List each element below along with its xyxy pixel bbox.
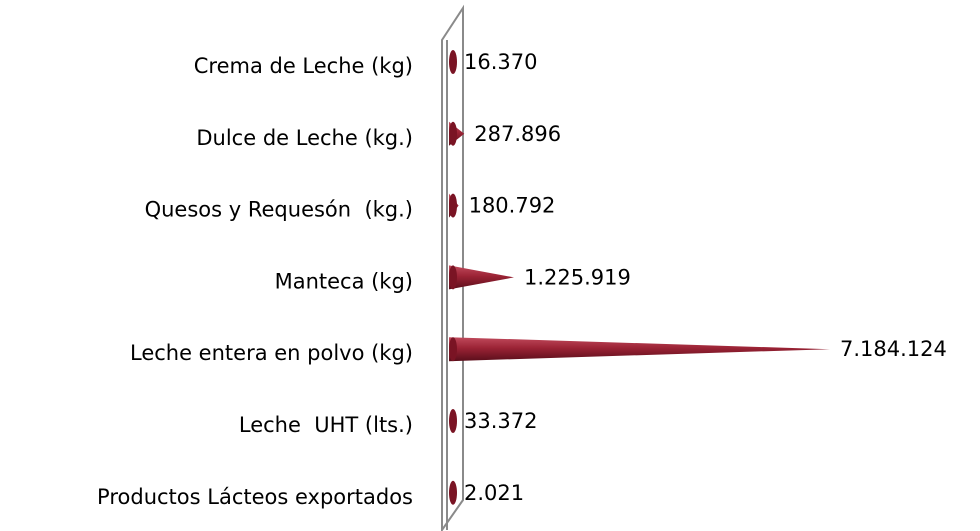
category-label: Leche UHT (lts.)	[239, 413, 413, 437]
value-label: 180.792	[469, 194, 556, 218]
category-label: Manteca (kg)	[275, 269, 413, 293]
value-label: 33.372	[464, 409, 537, 433]
cone	[449, 193, 459, 218]
cone-base	[449, 50, 457, 74]
cone-base	[449, 480, 457, 505]
cone	[449, 480, 457, 505]
cone-base	[449, 409, 457, 433]
category-label: Leche entera en polvo (kg)	[130, 341, 413, 365]
axis-wall	[441, 4, 464, 531]
category-label: Quesos y Requesón (kg.)	[145, 198, 413, 222]
category-label: Productos Lácteos exportados	[97, 485, 413, 509]
cone	[449, 265, 515, 290]
cone-base	[449, 121, 457, 146]
cone-base	[449, 337, 457, 362]
value-label: 1.225.919	[524, 265, 631, 289]
category-label: Dulce de Leche (kg.)	[196, 126, 413, 150]
cone	[449, 50, 457, 74]
value-label: 7.184.124	[840, 337, 947, 361]
value-label: 2.021	[464, 481, 524, 505]
value-label: 16.370	[464, 50, 537, 74]
value-label: 287.896	[474, 122, 561, 146]
cone-base	[449, 265, 457, 290]
cone	[449, 409, 457, 433]
cone-body	[449, 265, 515, 290]
cone	[449, 337, 830, 362]
cone	[449, 121, 465, 146]
category-label: Crema de Leche (kg)	[194, 54, 413, 78]
cone-base	[449, 193, 457, 218]
cone-body	[449, 337, 830, 362]
